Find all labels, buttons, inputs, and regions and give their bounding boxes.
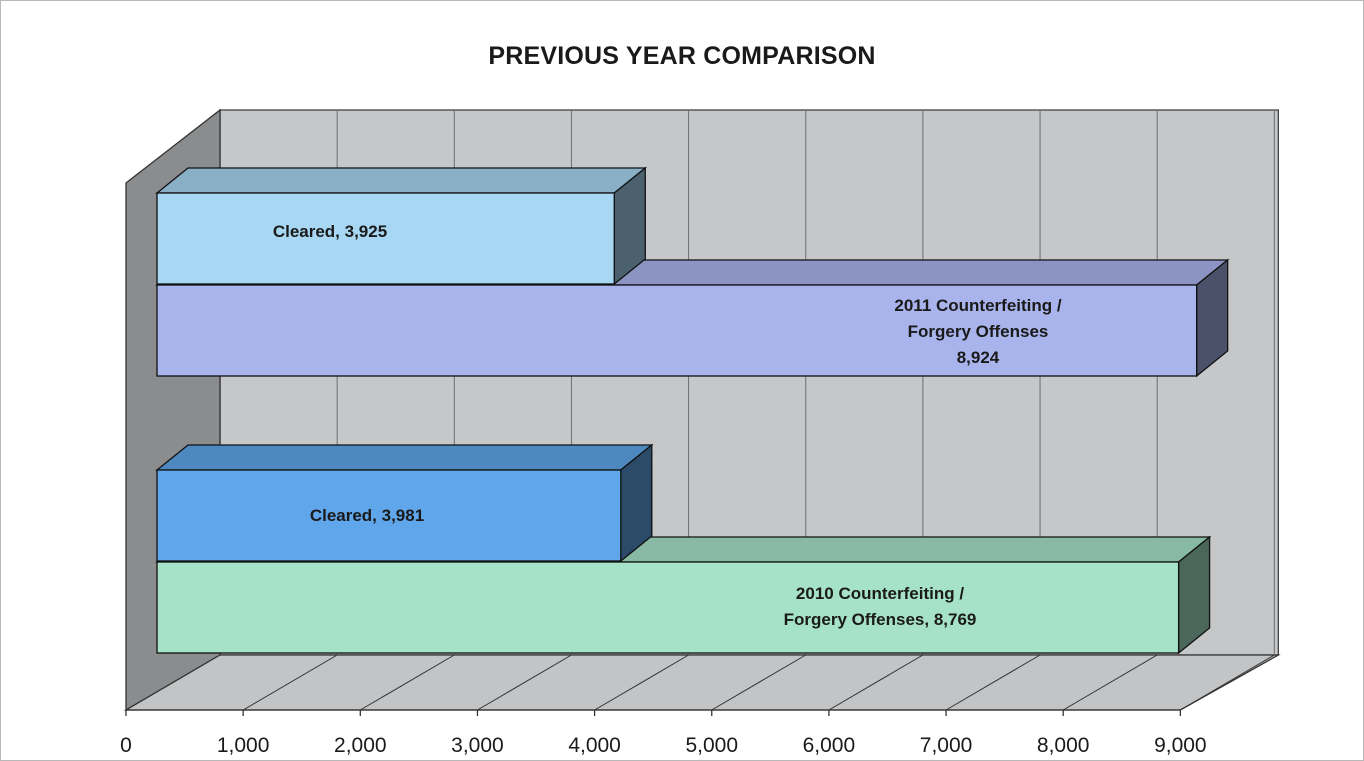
bar-front-face: [156, 284, 1198, 377]
bar-top-face: [155, 167, 648, 194]
bar-data-label: 8,924: [957, 348, 1000, 367]
x-tick-label: 7,000: [920, 734, 973, 757]
x-tick-label: 5,000: [685, 734, 738, 757]
floor-gridline: [1180, 654, 1275, 711]
bar-data-label: Cleared, 3,981: [310, 506, 424, 525]
bar: [155, 258, 1230, 378]
x-tick-label: 2,000: [334, 734, 387, 757]
floor-gridline: [711, 654, 807, 711]
bar-data-label: Cleared, 3,925: [273, 222, 387, 241]
x-tick-label: 3,000: [451, 734, 504, 757]
x-tick-label: 8,000: [1037, 734, 1090, 757]
chart-title: PREVIOUS YEAR COMPARISON: [488, 42, 876, 70]
bar: [155, 166, 648, 286]
x-axis-ticks: 0 1,000 2,000 3,000 4,000 5,000 6,000 7,000 8,00…: [120, 709, 1207, 757]
bar-data-label: 2010 Counterfeiting /: [796, 584, 964, 603]
floor: [123, 654, 1281, 711]
floor-gridline: [1062, 654, 1158, 711]
bar-front-face: [156, 561, 1180, 654]
floor-gridline: [360, 654, 455, 711]
bar-top-face: [155, 444, 654, 471]
bar-front-face: [156, 192, 615, 285]
bar-data-label: Forgery Offenses, 8,769: [784, 610, 977, 629]
x-tick-label: 9,000: [1154, 734, 1207, 757]
bar-data-label: Forgery Offenses: [908, 322, 1049, 341]
floor-gridline: [242, 654, 338, 711]
floor-gridline: [477, 654, 572, 711]
x-tick-label: 4,000: [568, 734, 621, 757]
x-tick-label: 6,000: [803, 734, 856, 757]
bar: [155, 443, 654, 563]
bar-front-face: [156, 469, 622, 562]
floor-gridline: [594, 654, 689, 711]
x-tick-label: 0: [120, 734, 132, 757]
x-tick-label: 1,000: [217, 734, 270, 757]
bars: Cleared, 3,925 2011 Counterfeiting / Forge…: [155, 166, 1230, 655]
floor-gridline: [945, 654, 1041, 711]
floor-gridline: [828, 654, 924, 711]
bar-data-label: 2011 Counterfeiting /: [894, 296, 1061, 315]
